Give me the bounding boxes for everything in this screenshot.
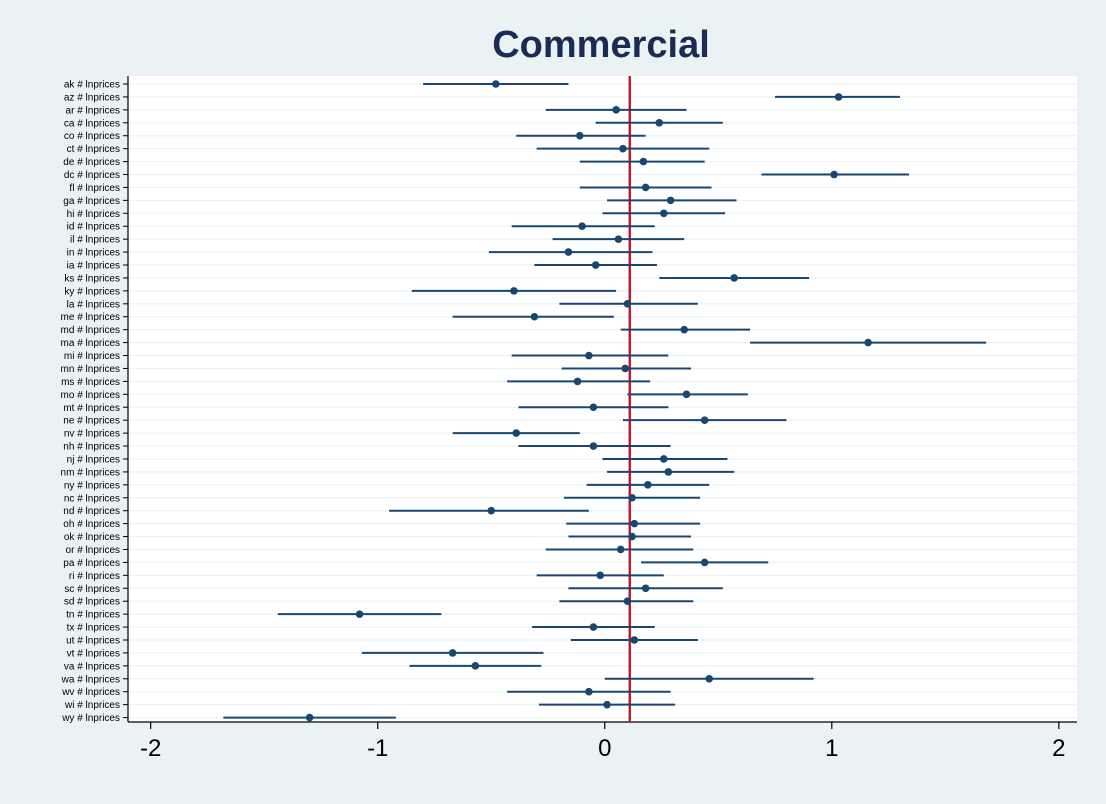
y-tick-label: ut # lnprices (66, 635, 120, 646)
y-tick-label: mt # lnprices (63, 403, 120, 414)
y-tick-label: ri # lnprices (69, 571, 120, 582)
y-tick-label: ms # lnprices (61, 377, 120, 388)
y-tick-label: nc # lnprices (64, 493, 120, 504)
plot-area (128, 76, 1077, 722)
x-tick-label: 2 (1052, 735, 1065, 762)
y-tick-label: vt # lnprices (67, 648, 120, 659)
y-tick-label: wi # lnprices (64, 700, 120, 711)
y-tick-label: ca # lnprices (64, 118, 120, 129)
y-tick-label: wa # lnprices (61, 674, 120, 685)
y-tick-label: wv # lnprices (61, 687, 120, 698)
y-tick-label: mi # lnprices (64, 351, 120, 362)
y-tick-label: nv # lnprices (64, 429, 120, 440)
y-tick-label: ak # lnprices (64, 80, 120, 91)
y-tick-label: ia # lnprices (67, 261, 120, 272)
y-tick-label: ny # lnprices (64, 480, 120, 491)
y-tick-label: fl # lnprices (69, 183, 120, 194)
y-tick-label: nm # lnprices (61, 467, 120, 478)
y-tick-label: oh # lnprices (63, 519, 120, 530)
axes (123, 76, 1077, 723)
estimates-group (223, 83, 987, 719)
y-tick-label: ct # lnprices (67, 144, 120, 155)
y-tick-label: de # lnprices (63, 157, 120, 168)
y-tick-label: ne # lnprices (63, 416, 120, 427)
y-tick-label: mo # lnprices (61, 390, 120, 401)
y-tick-label: va # lnprices (64, 661, 120, 672)
x-tick-label: -1 (367, 735, 388, 762)
x-axis-ticks: -2 -1 0 1 2 (140, 722, 1066, 762)
y-tick-label: ok # lnprices (64, 532, 120, 543)
y-tick-label: la # lnprices (67, 299, 120, 310)
y-tick-label: sc # lnprices (64, 584, 120, 595)
y-tick-label: il # lnprices (70, 235, 120, 246)
y-tick-label: nh # lnprices (63, 442, 120, 453)
y-tick-label: pa # lnprices (63, 558, 120, 569)
y-tick-label: ga # lnprices (63, 196, 120, 207)
y-tick-label: co # lnprices (64, 131, 120, 142)
y-tick-label: ky # lnprices (64, 286, 120, 297)
y-tick-label: dc # lnprices (64, 170, 120, 181)
y-tick-label: sd # lnprices (64, 597, 120, 608)
x-tick-label: 0 (598, 735, 611, 762)
y-tick-label: wy # lnprices (61, 713, 120, 724)
y-tick-label: nj # lnprices (67, 454, 120, 465)
y-tick-label: ar # lnprices (66, 105, 120, 116)
y-tick-label: ks # lnprices (64, 273, 120, 284)
x-tick-label: 1 (825, 735, 838, 762)
y-tick-label: nd # lnprices (63, 506, 120, 517)
y-tick-label: az # lnprices (64, 92, 120, 103)
chart-title: Commercial (492, 24, 710, 66)
y-tick-label: id # lnprices (67, 222, 120, 233)
y-tick-label: hi # lnprices (67, 209, 120, 220)
y-tick-label: tx # lnprices (67, 623, 120, 634)
y-tick-label: md # lnprices (61, 325, 120, 336)
y-tick-label: tn # lnprices (66, 610, 120, 621)
y-tick-label: ma # lnprices (61, 338, 120, 349)
y-tick-label: or # lnprices (66, 545, 120, 556)
x-tick-label: -2 (140, 735, 161, 762)
y-tick-label: in # lnprices (67, 248, 120, 259)
y-tick-label: mn # lnprices (61, 364, 120, 375)
y-tick-label: me # lnprices (61, 312, 120, 323)
